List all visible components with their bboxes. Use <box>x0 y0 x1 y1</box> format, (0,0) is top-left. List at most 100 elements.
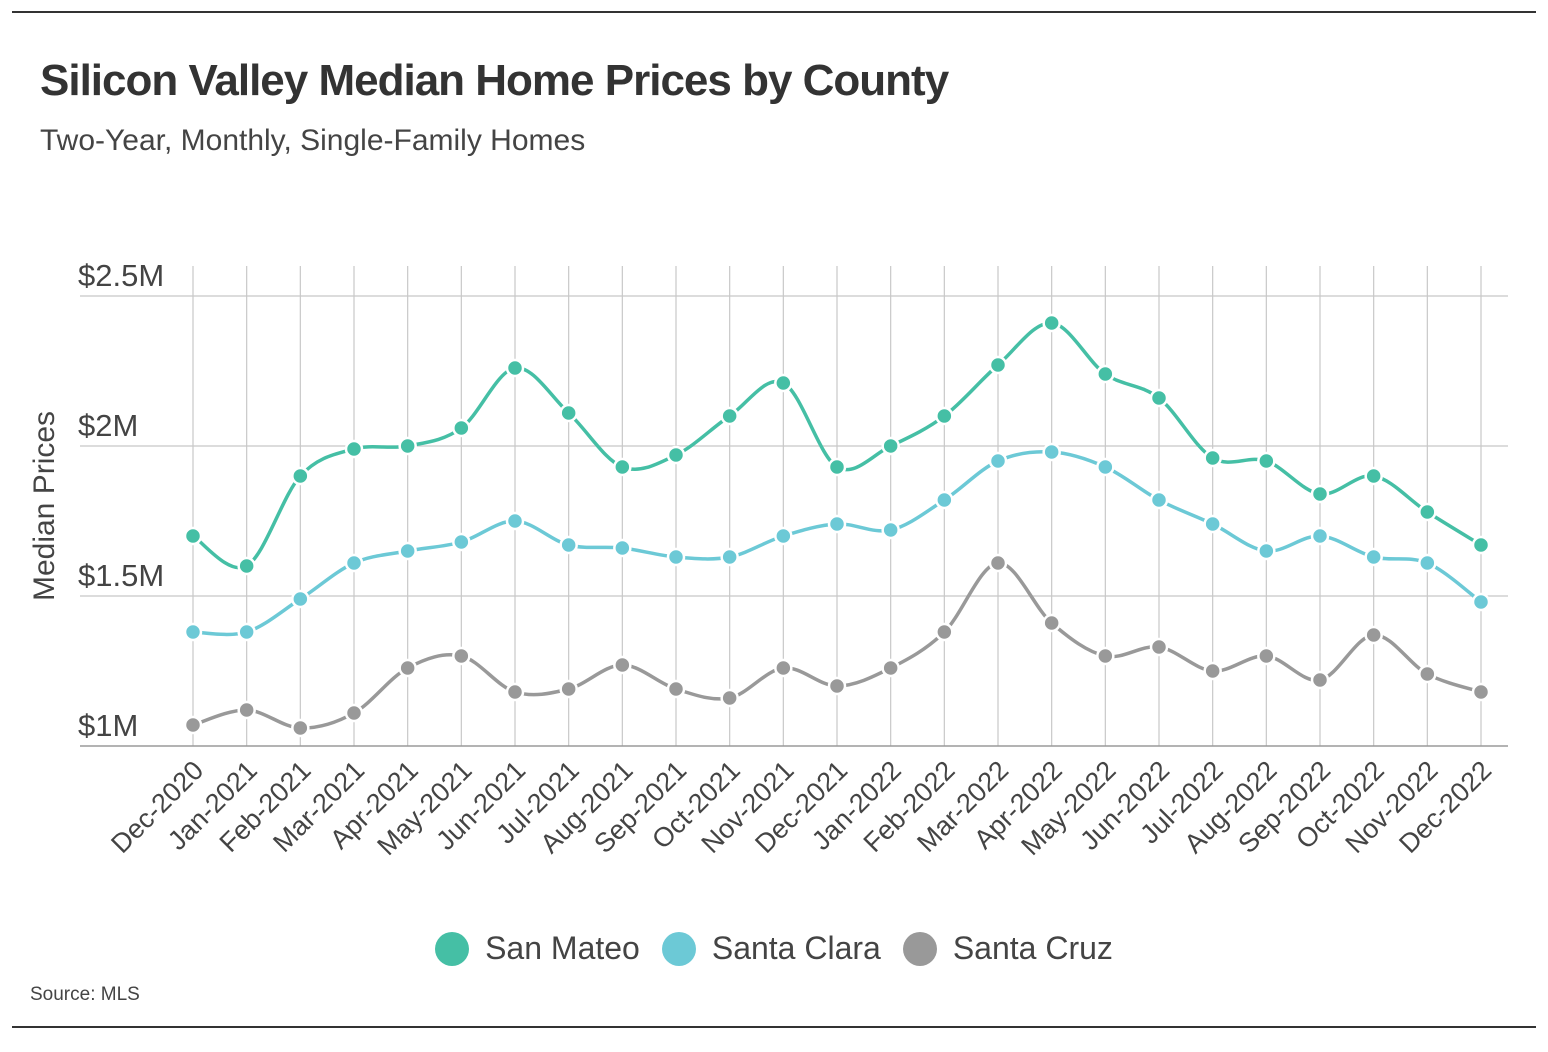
series-santa-cruz <box>183 553 1491 738</box>
data-point-santa-cruz-jul-2021[interactable] <box>559 679 578 699</box>
data-point-santa-cruz-nov-2022[interactable] <box>1418 664 1437 684</box>
y-axis: $1M $1.5M $2M $2.5M <box>78 258 164 743</box>
data-point-san-mateo-jun-2022[interactable] <box>1149 388 1169 408</box>
data-point-santa-cruz-mar-2021[interactable] <box>344 703 364 723</box>
data-point-santa-cruz-may-2021[interactable] <box>452 646 471 666</box>
data-point-santa-clara-apr-2022[interactable] <box>1042 442 1061 462</box>
data-point-santa-clara-dec-2020[interactable] <box>183 622 203 642</box>
data-point-san-mateo-mar-2022[interactable] <box>988 355 1008 375</box>
data-point-santa-cruz-aug-2022[interactable] <box>1257 646 1276 666</box>
data-point-san-mateo-feb-2021[interactable] <box>291 466 310 486</box>
data-point-san-mateo-mar-2021[interactable] <box>344 439 364 459</box>
data-point-santa-clara-jun-2021[interactable] <box>505 511 525 531</box>
data-point-santa-clara-mar-2021[interactable] <box>344 553 364 573</box>
data-point-santa-cruz-dec-2021[interactable] <box>827 676 847 696</box>
data-point-santa-cruz-jun-2022[interactable] <box>1149 637 1169 657</box>
data-point-santa-clara-oct-2021[interactable] <box>720 547 739 567</box>
data-point-santa-clara-jul-2022[interactable] <box>1203 514 1222 534</box>
y-tick-label: $2.5M <box>78 258 164 293</box>
grid <box>80 266 1508 747</box>
legend-label-san-mateo: San Mateo <box>485 930 640 966</box>
data-point-santa-clara-mar-2022[interactable] <box>988 451 1008 471</box>
data-point-santa-clara-jul-2021[interactable] <box>559 535 578 555</box>
data-point-santa-cruz-aug-2021[interactable] <box>613 655 632 675</box>
y-tick-label: $1.5M <box>78 558 164 593</box>
data-point-san-mateo-jan-2022[interactable] <box>881 436 900 456</box>
data-point-san-mateo-jul-2022[interactable] <box>1203 448 1222 468</box>
data-point-san-mateo-sep-2022[interactable] <box>1310 484 1330 504</box>
data-point-santa-cruz-apr-2022[interactable] <box>1042 613 1061 633</box>
data-point-santa-clara-jan-2021[interactable] <box>237 622 256 642</box>
series-santa-clara <box>183 442 1491 642</box>
data-point-santa-cruz-nov-2021[interactable] <box>774 658 793 678</box>
data-point-santa-cruz-sep-2021[interactable] <box>666 679 686 699</box>
data-point-santa-cruz-jan-2021[interactable] <box>237 700 256 720</box>
top-rule <box>12 11 1536 13</box>
data-point-santa-clara-may-2021[interactable] <box>452 532 471 552</box>
chart-subtitle: Two-Year, Monthly, Single-Family Homes <box>40 124 586 157</box>
data-point-santa-clara-jun-2022[interactable] <box>1149 490 1169 510</box>
data-point-santa-cruz-may-2022[interactable] <box>1096 646 1115 666</box>
data-point-san-mateo-aug-2022[interactable] <box>1257 451 1276 471</box>
legend-item-san-mateo[interactable]: San Mateo <box>435 930 640 967</box>
legend-item-santa-clara[interactable]: Santa Clara <box>661 930 881 967</box>
data-point-santa-clara-nov-2021[interactable] <box>774 526 793 546</box>
data-point-santa-clara-sep-2022[interactable] <box>1310 526 1330 546</box>
data-point-santa-cruz-dec-2022[interactable] <box>1471 682 1491 702</box>
legend-label-santa-clara: Santa Clara <box>711 930 881 966</box>
series-san-mateo <box>183 313 1491 576</box>
data-point-santa-cruz-jan-2022[interactable] <box>881 658 900 678</box>
data-point-santa-clara-dec-2021[interactable] <box>827 514 847 534</box>
data-point-santa-clara-may-2022[interactable] <box>1096 457 1115 477</box>
data-point-santa-clara-jan-2022[interactable] <box>881 520 900 540</box>
data-point-san-mateo-nov-2022[interactable] <box>1418 502 1437 522</box>
chart-title: Silicon Valley Median Home Prices by Cou… <box>40 56 949 105</box>
data-point-santa-clara-sep-2021[interactable] <box>666 547 686 567</box>
data-point-san-mateo-may-2022[interactable] <box>1096 364 1115 384</box>
data-point-santa-cruz-dec-2020[interactable] <box>183 715 203 735</box>
data-point-santa-clara-apr-2021[interactable] <box>398 541 417 561</box>
data-point-santa-cruz-feb-2022[interactable] <box>935 622 954 642</box>
data-point-santa-cruz-jul-2022[interactable] <box>1203 661 1222 681</box>
legend-label-santa-cruz: Santa Cruz <box>952 930 1113 966</box>
data-point-santa-cruz-feb-2021[interactable] <box>291 718 310 738</box>
y-tick-label: $1M <box>78 708 138 743</box>
data-point-san-mateo-jun-2021[interactable] <box>505 358 525 378</box>
data-point-san-mateo-apr-2021[interactable] <box>398 436 417 456</box>
series <box>183 313 1491 738</box>
data-point-santa-clara-oct-2022[interactable] <box>1364 547 1383 567</box>
data-point-santa-cruz-apr-2021[interactable] <box>398 658 417 678</box>
legend-marker-santa-clara <box>661 931 696 966</box>
data-point-san-mateo-oct-2022[interactable] <box>1364 466 1383 486</box>
data-point-santa-clara-dec-2022[interactable] <box>1471 592 1491 612</box>
data-point-santa-cruz-jun-2021[interactable] <box>505 682 525 702</box>
data-point-san-mateo-feb-2022[interactable] <box>935 406 954 426</box>
data-point-san-mateo-apr-2022[interactable] <box>1042 313 1061 333</box>
data-point-santa-cruz-sep-2022[interactable] <box>1310 670 1330 690</box>
data-point-santa-cruz-oct-2022[interactable] <box>1364 625 1383 645</box>
data-point-santa-clara-feb-2021[interactable] <box>291 589 310 609</box>
data-point-san-mateo-jul-2021[interactable] <box>559 403 578 423</box>
source-note: Source: MLS <box>30 984 140 1005</box>
data-point-san-mateo-dec-2021[interactable] <box>827 457 847 477</box>
data-point-santa-clara-aug-2021[interactable] <box>613 538 632 558</box>
data-point-santa-clara-nov-2022[interactable] <box>1418 553 1437 573</box>
data-point-santa-clara-aug-2022[interactable] <box>1257 541 1276 561</box>
legend-item-santa-cruz[interactable]: Santa Cruz <box>902 930 1113 967</box>
data-point-san-mateo-jan-2021[interactable] <box>237 556 256 576</box>
data-point-santa-clara-feb-2022[interactable] <box>935 490 954 510</box>
data-point-san-mateo-dec-2020[interactable] <box>183 526 203 546</box>
bottom-rule <box>12 1026 1536 1028</box>
data-point-santa-cruz-mar-2022[interactable] <box>988 553 1008 573</box>
data-point-santa-cruz-oct-2021[interactable] <box>720 688 739 708</box>
data-point-san-mateo-nov-2021[interactable] <box>774 373 793 393</box>
data-point-san-mateo-oct-2021[interactable] <box>720 406 739 426</box>
data-point-san-mateo-dec-2022[interactable] <box>1471 535 1491 555</box>
legend-marker-san-mateo <box>435 931 470 966</box>
data-point-san-mateo-may-2021[interactable] <box>452 418 471 438</box>
data-point-san-mateo-aug-2021[interactable] <box>613 457 632 477</box>
data-point-san-mateo-sep-2021[interactable] <box>666 445 686 465</box>
legend: San Mateo Santa Clara Santa Cruz <box>0 930 1548 967</box>
legend-marker-santa-cruz <box>902 931 937 966</box>
y-tick-label: $2M <box>78 408 138 443</box>
